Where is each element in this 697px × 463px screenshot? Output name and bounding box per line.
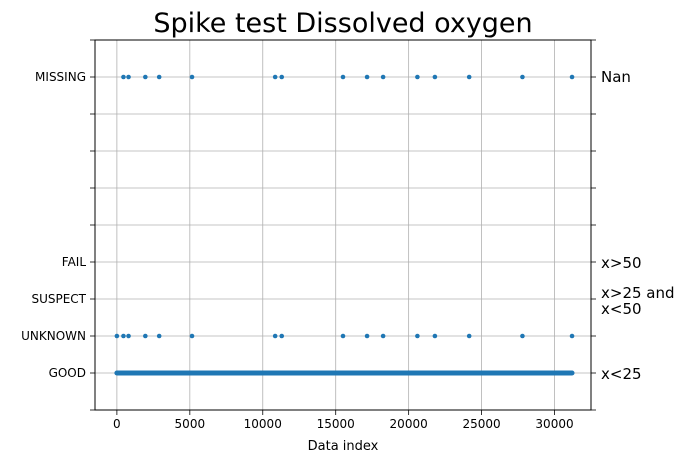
x-tick-label: 20000 xyxy=(390,417,428,431)
right-label-fail: x>50 xyxy=(601,254,642,272)
data-point-unknown xyxy=(156,333,162,339)
data-point-unknown xyxy=(279,333,285,339)
data-point-missing xyxy=(279,74,285,80)
right-label-good: x<25 xyxy=(601,365,642,383)
data-point-unknown xyxy=(272,333,278,339)
data-point-unknown xyxy=(520,333,525,339)
data-point-unknown xyxy=(121,333,126,339)
data-point-missing xyxy=(272,74,278,80)
data-point-missing xyxy=(126,74,131,80)
x-tick-label: 5000 xyxy=(175,417,206,431)
data-point-missing xyxy=(415,74,420,80)
grid-lines xyxy=(95,40,591,410)
x-tick-label: 10000 xyxy=(244,417,282,431)
data-point-missing xyxy=(520,74,525,80)
y-tick-label: FAIL xyxy=(62,255,87,269)
y-tick-label: MISSING xyxy=(35,70,86,84)
data-point-unknown xyxy=(364,333,370,339)
data-point-missing xyxy=(121,74,126,80)
data-point-unknown xyxy=(126,333,131,339)
x-axis-ticks: 0 5000 10000 15000 20000 25000 30000 xyxy=(113,410,574,431)
x-tick-label: 30000 xyxy=(535,417,573,431)
chart-title: Spike test Dissolved oxygen xyxy=(153,8,532,39)
data-point-unknown xyxy=(415,333,420,339)
right-label-missing: Nan xyxy=(601,68,631,86)
data-point-missing xyxy=(569,74,575,80)
data-point-missing xyxy=(156,74,162,80)
data-point-missing xyxy=(189,74,195,80)
data-point-missing xyxy=(364,74,370,80)
y-tick-label: SUSPECT xyxy=(31,292,86,306)
data-point-unknown xyxy=(466,333,472,339)
right-label-suspect-line1: x>25 and xyxy=(601,284,675,302)
x-tick-label: 25000 xyxy=(462,417,500,431)
x-axis-label: Data index xyxy=(308,439,379,454)
data-point-missing xyxy=(143,74,148,80)
data-point-unknown xyxy=(143,333,148,339)
x-tick-label: 0 xyxy=(113,417,121,431)
y-axis-ticks: GOOD UNKNOWN SUSPECT FAIL MISSING xyxy=(21,39,596,411)
data-point-missing xyxy=(340,74,346,80)
data-point-unknown xyxy=(380,333,386,339)
right-label-suspect-line2: x<50 xyxy=(601,300,642,318)
data-points xyxy=(114,74,575,376)
data-point-unknown xyxy=(114,333,120,339)
y-tick-label: UNKNOWN xyxy=(21,329,86,343)
data-point-missing xyxy=(380,74,386,80)
data-point-unknown xyxy=(569,333,575,339)
data-point-unknown xyxy=(340,333,346,339)
y-tick-label: GOOD xyxy=(49,366,86,380)
data-point-unknown xyxy=(189,333,195,339)
x-tick-label: 15000 xyxy=(317,417,355,431)
data-point-unknown xyxy=(432,333,438,339)
data-point-missing xyxy=(466,74,472,80)
data-point-missing xyxy=(432,74,438,80)
